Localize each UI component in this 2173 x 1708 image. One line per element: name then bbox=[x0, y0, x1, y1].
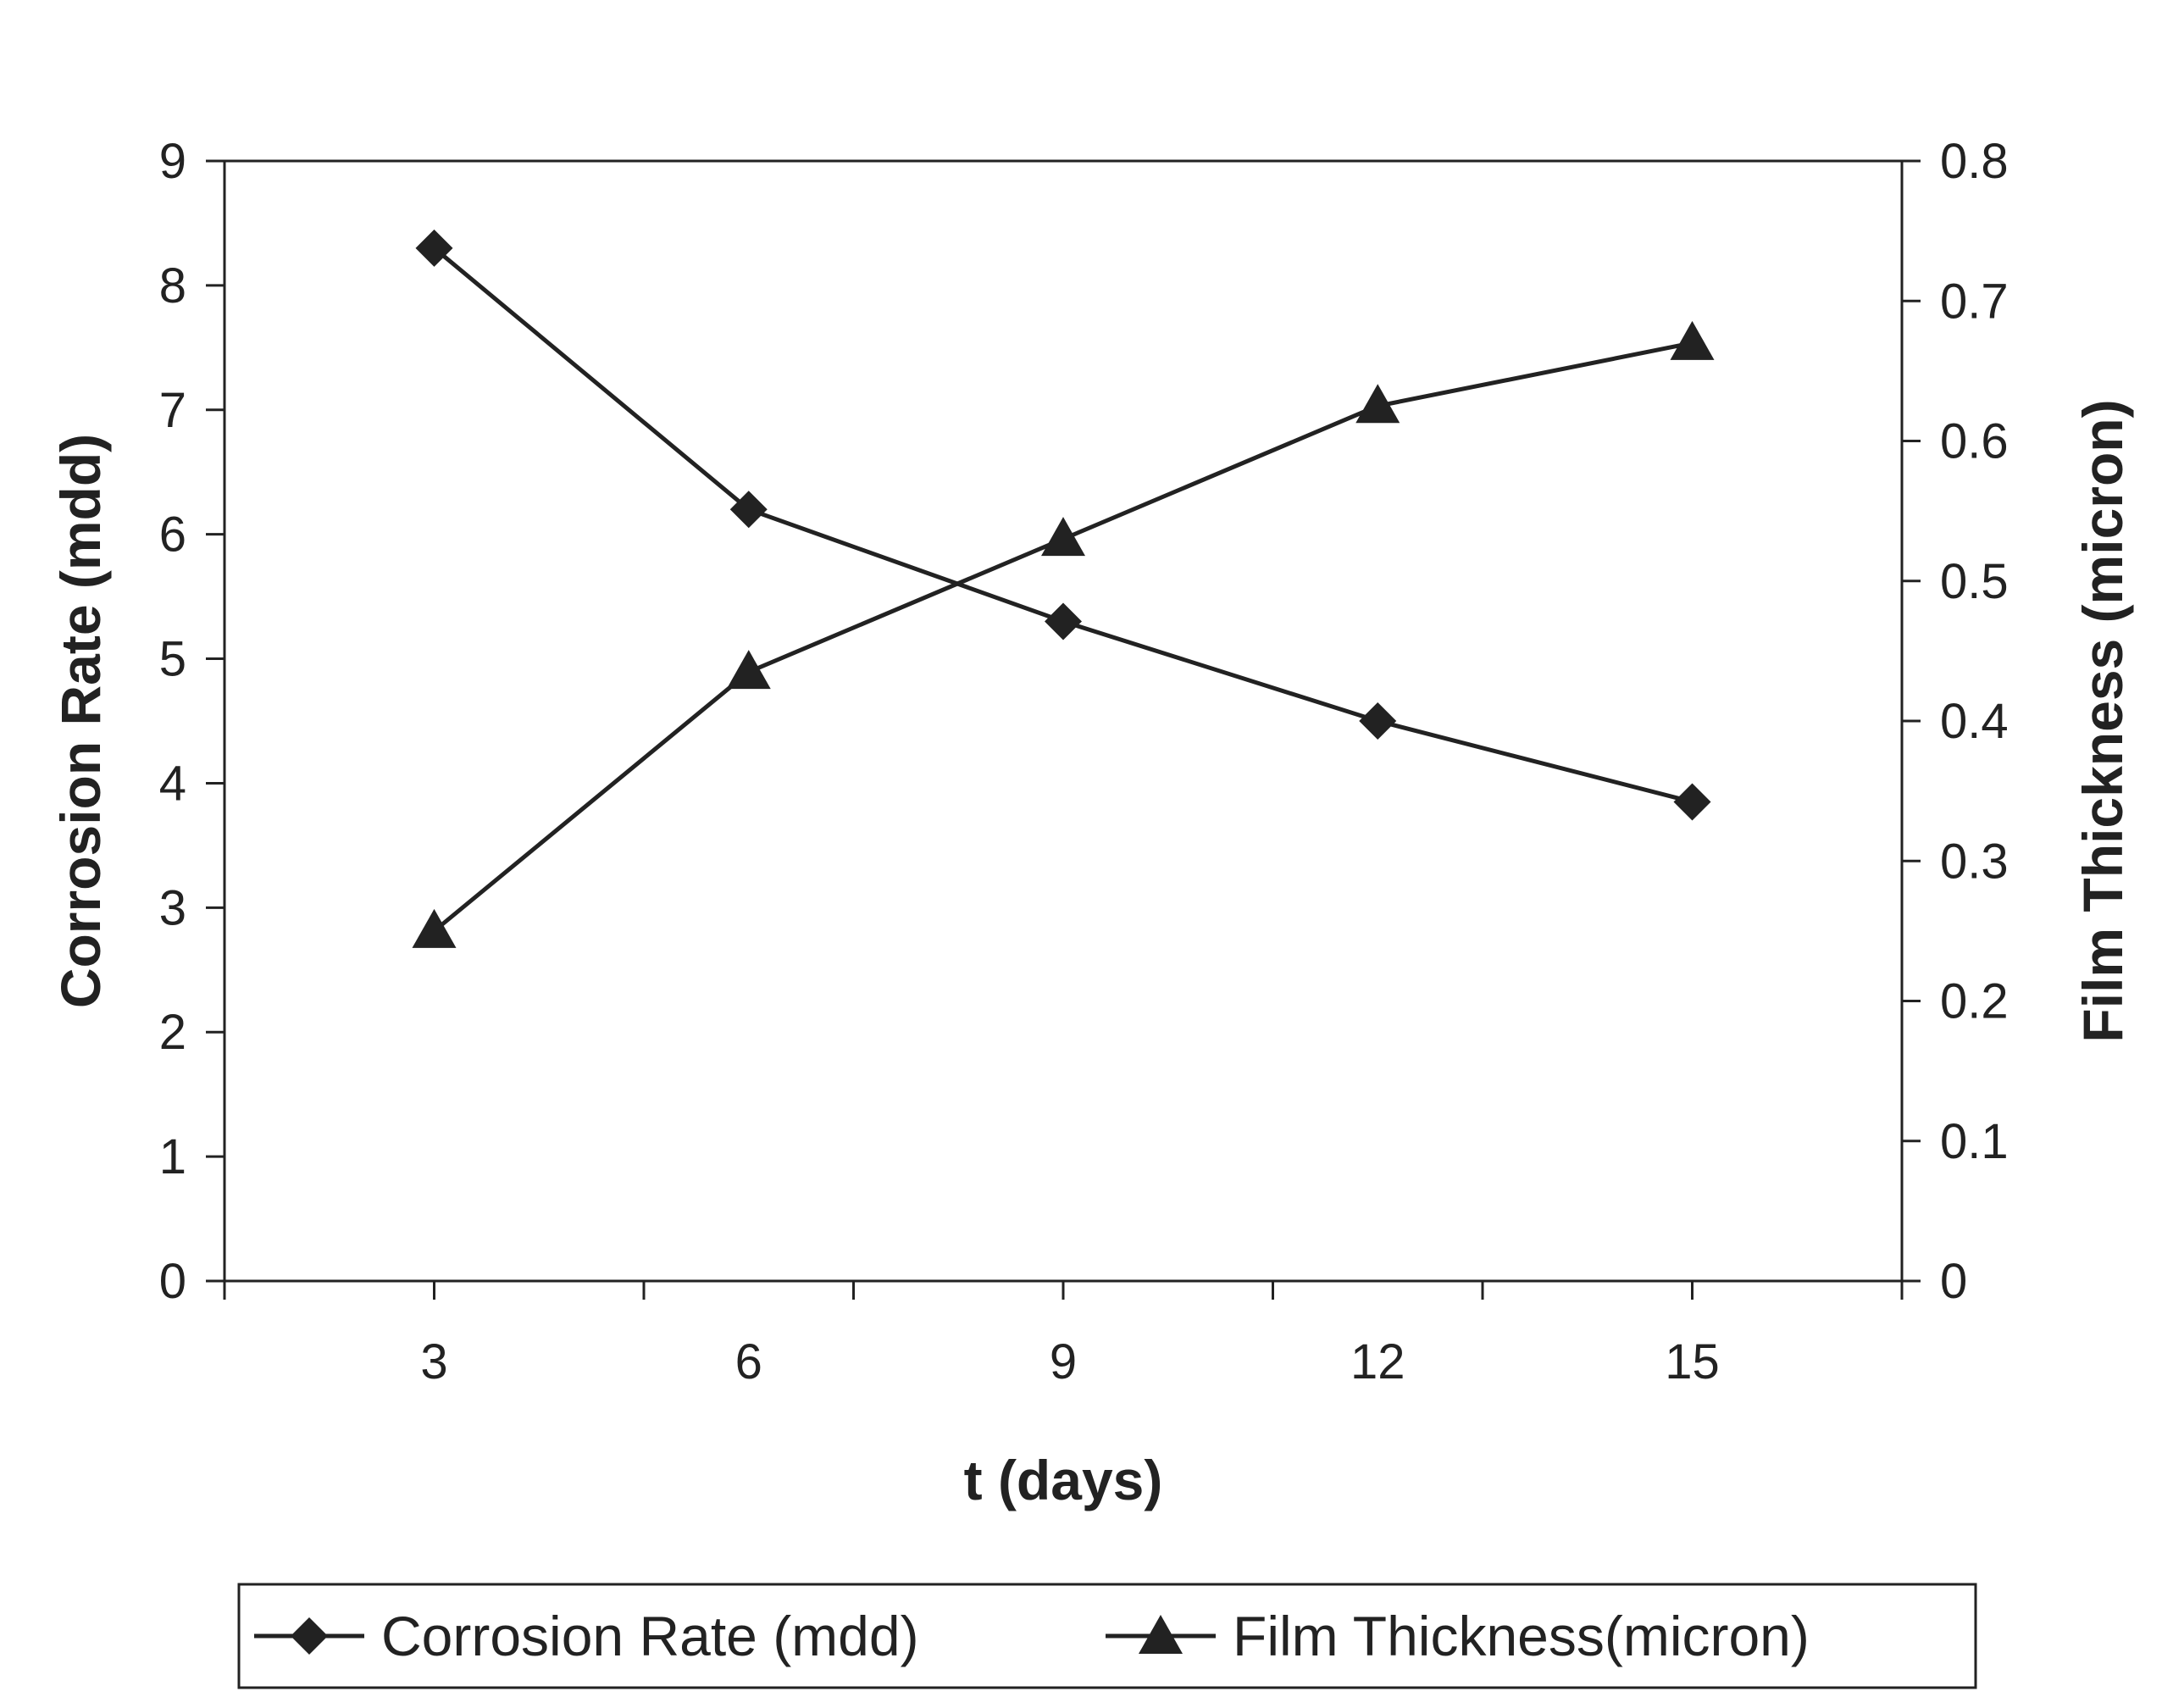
legend-marker-diamond bbox=[291, 1617, 328, 1655]
legend-marker-triangle bbox=[1139, 1615, 1183, 1654]
y-left-tick-label: 2 bbox=[159, 1005, 186, 1060]
y-right-axis-title: Film Thickness (micron) bbox=[2071, 399, 2134, 1042]
data-point-triangle bbox=[1670, 320, 1715, 360]
y-right-tick-label: 0.1 bbox=[1940, 1114, 2009, 1169]
y-left-tick-label: 3 bbox=[159, 880, 186, 935]
y-right-tick-label: 0.7 bbox=[1940, 274, 2009, 329]
data-point-diamond bbox=[1359, 702, 1397, 740]
y-left-tick-label: 1 bbox=[159, 1129, 186, 1184]
x-tick-label: 9 bbox=[1050, 1334, 1077, 1389]
data-point-diamond bbox=[1673, 783, 1711, 821]
x-tick-label: 15 bbox=[1665, 1334, 1720, 1389]
x-tick-label: 3 bbox=[420, 1334, 447, 1389]
x-tick-label: 6 bbox=[735, 1334, 762, 1389]
y-left-tick-label: 8 bbox=[159, 258, 186, 313]
data-point-triangle bbox=[412, 908, 457, 948]
x-tick-label: 12 bbox=[1350, 1334, 1405, 1389]
data-point-triangle bbox=[1041, 517, 1085, 557]
x-axis-title: t (days) bbox=[964, 1449, 1163, 1511]
legend: Corrosion Rate (mdd) Film Thickness(micr… bbox=[237, 1583, 1977, 1689]
legend-label-film: Film Thickness(micron) bbox=[1233, 1605, 1810, 1667]
y-left-tick-label: 0 bbox=[159, 1254, 186, 1309]
y-right-tick-label: 0.4 bbox=[1940, 694, 2009, 749]
y-right-tick-label: 0 bbox=[1940, 1254, 1967, 1309]
y-left-ticks: 0 1 2 3 4 5 6 7 8 9 bbox=[159, 134, 225, 1309]
y-left-axis-title: Corrosion Rate (mdd) bbox=[49, 434, 112, 1008]
y-left-tick-label: 6 bbox=[159, 507, 186, 563]
y-right-ticks: 0 0.1 0.2 0.3 0.4 0.5 0.6 0.7 0.8 bbox=[1902, 134, 2009, 1309]
y-left-tick-label: 9 bbox=[159, 134, 186, 189]
y-right-tick-label: 0.3 bbox=[1940, 834, 2009, 889]
y-right-tick-label: 0.5 bbox=[1940, 554, 2009, 609]
x-ticks: 3 6 9 12 15 bbox=[223, 1281, 1904, 1389]
data-point-diamond bbox=[729, 491, 768, 529]
y-left-tick-label: 5 bbox=[159, 632, 186, 687]
y-left-tick-label: 7 bbox=[159, 383, 186, 438]
data-point-diamond bbox=[1045, 602, 1082, 640]
legend-label-corrosion: Corrosion Rate (mdd) bbox=[381, 1605, 919, 1667]
series-group bbox=[412, 229, 1715, 948]
data-point-triangle bbox=[1355, 384, 1400, 424]
y-right-tick-label: 0.8 bbox=[1940, 134, 2009, 189]
y-right-tick-label: 0.6 bbox=[1940, 414, 2009, 469]
data-point-triangle bbox=[726, 650, 771, 690]
y-left-tick-label: 4 bbox=[159, 756, 186, 811]
y-right-tick-label: 0.2 bbox=[1940, 974, 2009, 1029]
data-point-diamond bbox=[415, 229, 453, 267]
